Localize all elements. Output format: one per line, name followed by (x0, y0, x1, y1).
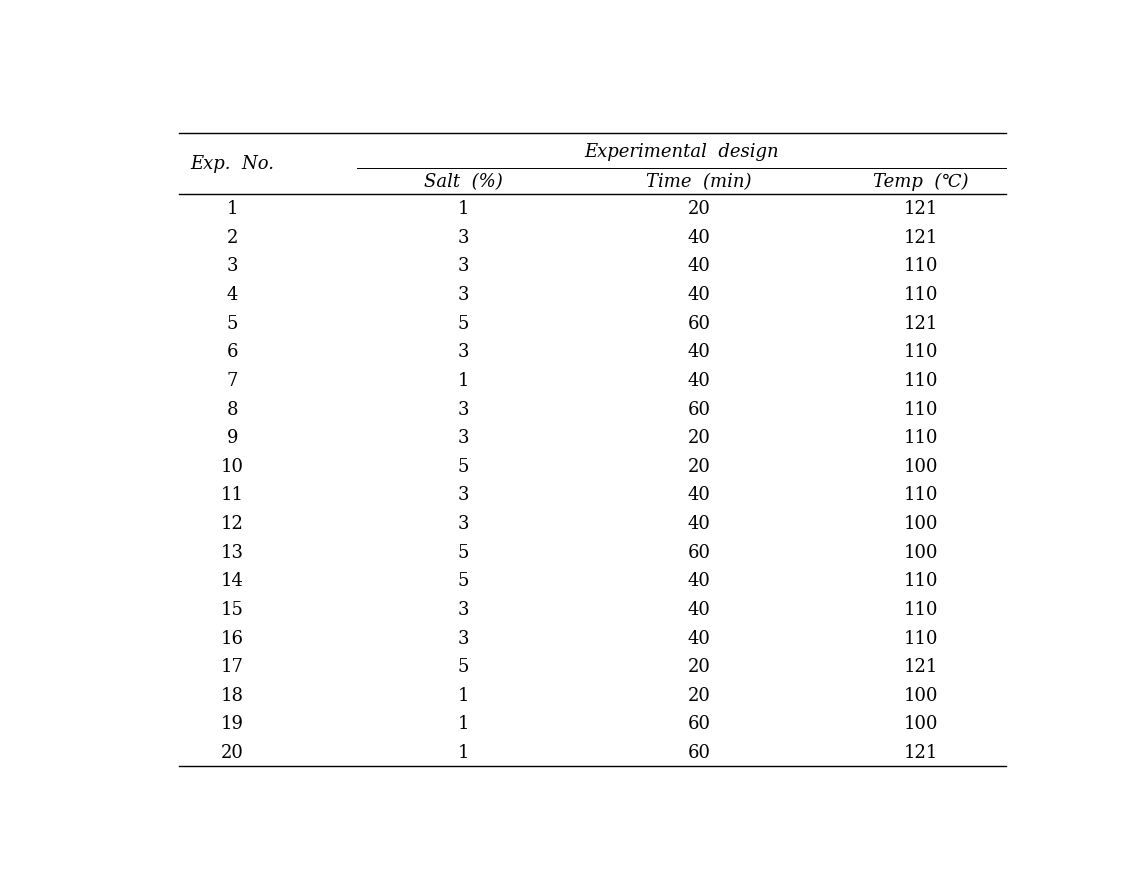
Text: 40: 40 (687, 285, 710, 304)
Text: 9: 9 (226, 428, 239, 447)
Text: 13: 13 (220, 543, 244, 561)
Text: 110: 110 (904, 257, 938, 275)
Text: 20: 20 (687, 457, 710, 475)
Text: 5: 5 (458, 658, 469, 675)
Text: 110: 110 (904, 486, 938, 504)
Text: 121: 121 (904, 228, 938, 247)
Text: 3: 3 (458, 228, 469, 247)
Text: 20: 20 (687, 200, 710, 218)
Text: 11: 11 (220, 486, 244, 504)
Text: 12: 12 (221, 515, 243, 532)
Text: 100: 100 (904, 686, 938, 704)
Text: 60: 60 (687, 715, 710, 732)
Text: 3: 3 (458, 400, 469, 418)
Text: 17: 17 (221, 658, 243, 675)
Text: 5: 5 (458, 314, 469, 332)
Text: 3: 3 (458, 486, 469, 504)
Text: 3: 3 (458, 343, 469, 361)
Text: 110: 110 (904, 400, 938, 418)
Text: 20: 20 (221, 744, 243, 761)
Text: 3: 3 (458, 257, 469, 275)
Text: Temp  (℃): Temp (℃) (873, 173, 969, 191)
Text: 1: 1 (458, 715, 469, 732)
Text: 40: 40 (687, 371, 710, 390)
Text: 40: 40 (687, 257, 710, 275)
Text: Time  (min): Time (min) (646, 173, 751, 191)
Text: 40: 40 (687, 515, 710, 532)
Text: 2: 2 (227, 228, 237, 247)
Text: 60: 60 (687, 744, 710, 761)
Text: 40: 40 (687, 572, 710, 590)
Text: 8: 8 (226, 400, 239, 418)
Text: 40: 40 (687, 486, 710, 504)
Text: 110: 110 (904, 343, 938, 361)
Text: 19: 19 (220, 715, 244, 732)
Text: 16: 16 (220, 629, 244, 647)
Text: 121: 121 (904, 658, 938, 675)
Text: 60: 60 (687, 543, 710, 561)
Text: 110: 110 (904, 428, 938, 447)
Text: 3: 3 (226, 257, 239, 275)
Text: 5: 5 (227, 314, 237, 332)
Text: 18: 18 (220, 686, 244, 704)
Text: 5: 5 (458, 543, 469, 561)
Text: 110: 110 (904, 371, 938, 390)
Text: 14: 14 (221, 572, 243, 590)
Text: 15: 15 (221, 601, 243, 618)
Text: 7: 7 (227, 371, 237, 390)
Text: 121: 121 (904, 314, 938, 332)
Text: 1: 1 (458, 744, 469, 761)
Text: Salt  (%): Salt (%) (424, 173, 502, 191)
Text: 3: 3 (458, 285, 469, 304)
Text: 5: 5 (458, 572, 469, 590)
Text: 10: 10 (220, 457, 244, 475)
Text: 60: 60 (687, 314, 710, 332)
Text: 110: 110 (904, 572, 938, 590)
Text: Exp.  No.: Exp. No. (190, 155, 274, 173)
Text: 20: 20 (687, 658, 710, 675)
Text: 100: 100 (904, 515, 938, 532)
Text: 6: 6 (226, 343, 239, 361)
Text: 3: 3 (458, 601, 469, 618)
Text: 60: 60 (687, 400, 710, 418)
Text: 20: 20 (687, 428, 710, 447)
Text: 40: 40 (687, 629, 710, 647)
Text: 1: 1 (458, 371, 469, 390)
Text: 100: 100 (904, 543, 938, 561)
Text: 110: 110 (904, 285, 938, 304)
Text: 100: 100 (904, 457, 938, 475)
Text: 5: 5 (458, 457, 469, 475)
Text: 40: 40 (687, 228, 710, 247)
Text: 1: 1 (458, 200, 469, 218)
Text: 3: 3 (458, 428, 469, 447)
Text: 1: 1 (458, 686, 469, 704)
Text: 100: 100 (904, 715, 938, 732)
Text: 1: 1 (226, 200, 239, 218)
Text: 40: 40 (687, 601, 710, 618)
Text: 4: 4 (227, 285, 237, 304)
Text: 40: 40 (687, 343, 710, 361)
Text: 121: 121 (904, 744, 938, 761)
Text: 3: 3 (458, 629, 469, 647)
Text: 110: 110 (904, 601, 938, 618)
Text: 20: 20 (687, 686, 710, 704)
Text: 110: 110 (904, 629, 938, 647)
Text: 3: 3 (458, 515, 469, 532)
Text: Experimental  design: Experimental design (584, 142, 779, 161)
Text: 121: 121 (904, 200, 938, 218)
